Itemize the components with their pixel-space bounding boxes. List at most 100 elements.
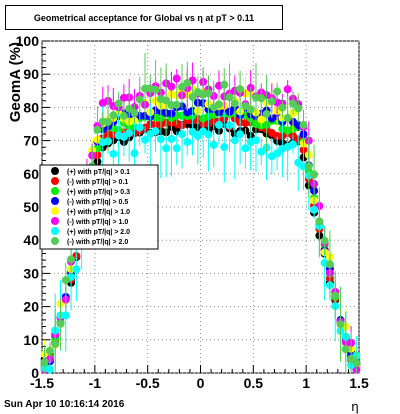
y-axis-label: GeomA (%) [7, 42, 24, 122]
data-point [204, 89, 213, 98]
data-point [183, 78, 192, 87]
data-point [40, 357, 49, 366]
data-point [188, 92, 197, 101]
x-tick-label: -0.5 [136, 375, 160, 391]
data-point [294, 104, 303, 113]
data-point [141, 135, 150, 144]
data-point [236, 130, 245, 139]
x-tick-label: -1.5 [30, 375, 54, 391]
data-point [183, 137, 192, 146]
data-point [172, 144, 181, 153]
legend-marker [51, 237, 59, 245]
legend-entry: (+) with pT/|q| > 2.0 [67, 229, 130, 236]
data-point [167, 82, 176, 91]
legend-marker [51, 187, 59, 195]
data-point [283, 114, 292, 123]
legend-marker [51, 167, 59, 175]
legend-marker [51, 197, 59, 205]
data-point [236, 85, 245, 94]
data-point [135, 123, 144, 132]
x-tick-label: -1 [89, 375, 102, 391]
data-point [230, 136, 239, 145]
data-point [304, 162, 313, 171]
y-tick-label: 70 [23, 133, 39, 149]
data-point [61, 311, 70, 320]
data-point [114, 99, 123, 108]
data-point [151, 85, 160, 94]
data-point [251, 136, 260, 145]
y-tick-label: 10 [23, 332, 39, 348]
data-point [310, 170, 319, 179]
data-point [331, 291, 340, 300]
data-point [241, 144, 250, 153]
data-point [220, 143, 229, 152]
x-tick-label: 0 [197, 375, 205, 391]
data-point [45, 365, 54, 374]
data-point [61, 276, 70, 285]
data-point [151, 127, 160, 136]
data-point [310, 205, 319, 214]
y-tick-label: 0 [31, 365, 39, 381]
data-point [172, 74, 181, 83]
data-point [225, 93, 234, 102]
data-point [162, 144, 171, 153]
data-point [325, 260, 334, 269]
y-tick-label: 30 [23, 265, 39, 281]
legend-entry: (-) with pT/|q| > 1.0 [67, 219, 128, 226]
y-tick-label: 80 [23, 99, 39, 115]
legend-marker [51, 177, 59, 185]
data-point [156, 135, 165, 144]
y-tick-label: 40 [23, 232, 39, 248]
legend-entry: (-) with pT/|q| > 0.1 [67, 179, 128, 186]
legend-box [39, 164, 159, 250]
data-point [257, 94, 266, 103]
data-point [288, 99, 297, 108]
x-axis-label: η [351, 399, 358, 414]
data-point [257, 115, 266, 124]
data-point [278, 103, 287, 112]
legend-entry: (-) with pT/|q| > 2.0 [67, 239, 128, 246]
data-point [230, 99, 239, 108]
timestamp-footer: Sun Apr 10 10:16:14 2016 [4, 399, 125, 410]
data-point [246, 105, 255, 114]
data-point [130, 149, 139, 158]
data-point [267, 97, 276, 106]
x-tick-label: 1 [302, 375, 310, 391]
data-point [119, 111, 128, 120]
x-tick-label: 0.5 [244, 375, 264, 391]
data-point [220, 80, 229, 89]
data-point [283, 85, 292, 94]
data-point [51, 340, 60, 349]
data-point [67, 255, 76, 264]
data-point [262, 109, 271, 118]
y-tick-label: 100 [16, 33, 40, 49]
data-point [45, 346, 54, 355]
y-tick-label: 60 [23, 166, 39, 182]
data-point [125, 128, 134, 137]
data-point [93, 125, 102, 134]
data-point [109, 149, 118, 158]
data-point [72, 265, 81, 274]
legend-marker [51, 227, 59, 235]
data-point [178, 130, 187, 139]
legend-entry: (+) with pT/|q| > 0.3 [67, 189, 130, 196]
y-tick-label: 50 [23, 199, 39, 215]
y-tick-label: 90 [23, 66, 39, 82]
data-point [209, 140, 218, 149]
data-point [273, 149, 282, 158]
data-point [214, 100, 223, 109]
data-point [167, 134, 176, 143]
data-point [204, 130, 213, 139]
data-point [125, 104, 134, 113]
data-point [172, 100, 181, 109]
y-tick-label: 20 [23, 299, 39, 315]
data-point [341, 345, 350, 354]
data-point [336, 320, 345, 329]
x-tick-label: 1.5 [349, 375, 369, 391]
legend-entry: (+) with pT/|q| > 1.0 [67, 209, 130, 216]
data-point [162, 96, 171, 105]
data-point [135, 95, 144, 104]
data-point [299, 120, 308, 129]
legend-entry: (-) with pT/|q| > 0.5 [67, 199, 128, 206]
